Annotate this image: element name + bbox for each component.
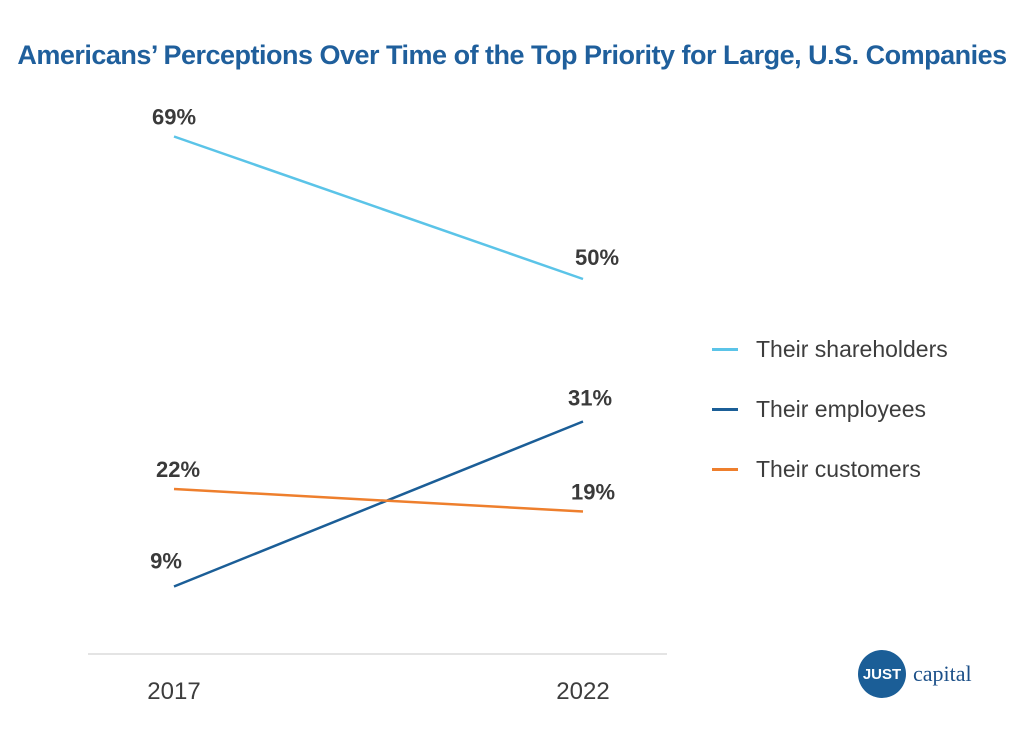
- legend: Their shareholders Their employees Their…: [712, 330, 948, 510]
- logo-badge: JUST: [858, 650, 906, 698]
- just-capital-logo: JUST capital: [858, 650, 972, 698]
- chart-title: Americans’ Perceptions Over Time of the …: [17, 40, 1007, 70]
- legend-label-customers: Their customers: [756, 455, 921, 482]
- legend-label-shareholders: Their shareholders: [756, 335, 948, 362]
- legend-label-employees: Their employees: [756, 395, 927, 422]
- legend-swatch-customers: [712, 467, 738, 471]
- x-tick-label-2022: 2022: [556, 678, 609, 705]
- data-label-customers-2017: 22%: [156, 457, 200, 482]
- legend-swatch-employees: [712, 407, 738, 411]
- data-label-employees-2017: 9%: [150, 549, 182, 574]
- data-label-shareholders-2017: 69%: [152, 105, 196, 130]
- legend-item-employees: Their employees: [712, 390, 948, 428]
- data-label-employees-2022: 31%: [568, 386, 612, 411]
- legend-item-shareholders: Their shareholders: [712, 330, 948, 368]
- series-line-customers: [173, 487, 584, 513]
- legend-item-customers: Their customers: [712, 450, 948, 488]
- series-line-employees: [173, 420, 584, 588]
- logo-text: capital: [913, 661, 972, 686]
- data-label-customers-2022: 19%: [571, 480, 615, 505]
- x-tick-label-2017: 2017: [147, 678, 200, 705]
- series-line-shareholders: [173, 135, 584, 281]
- legend-swatch-shareholders: [712, 347, 738, 351]
- data-label-shareholders-2022: 50%: [575, 245, 619, 270]
